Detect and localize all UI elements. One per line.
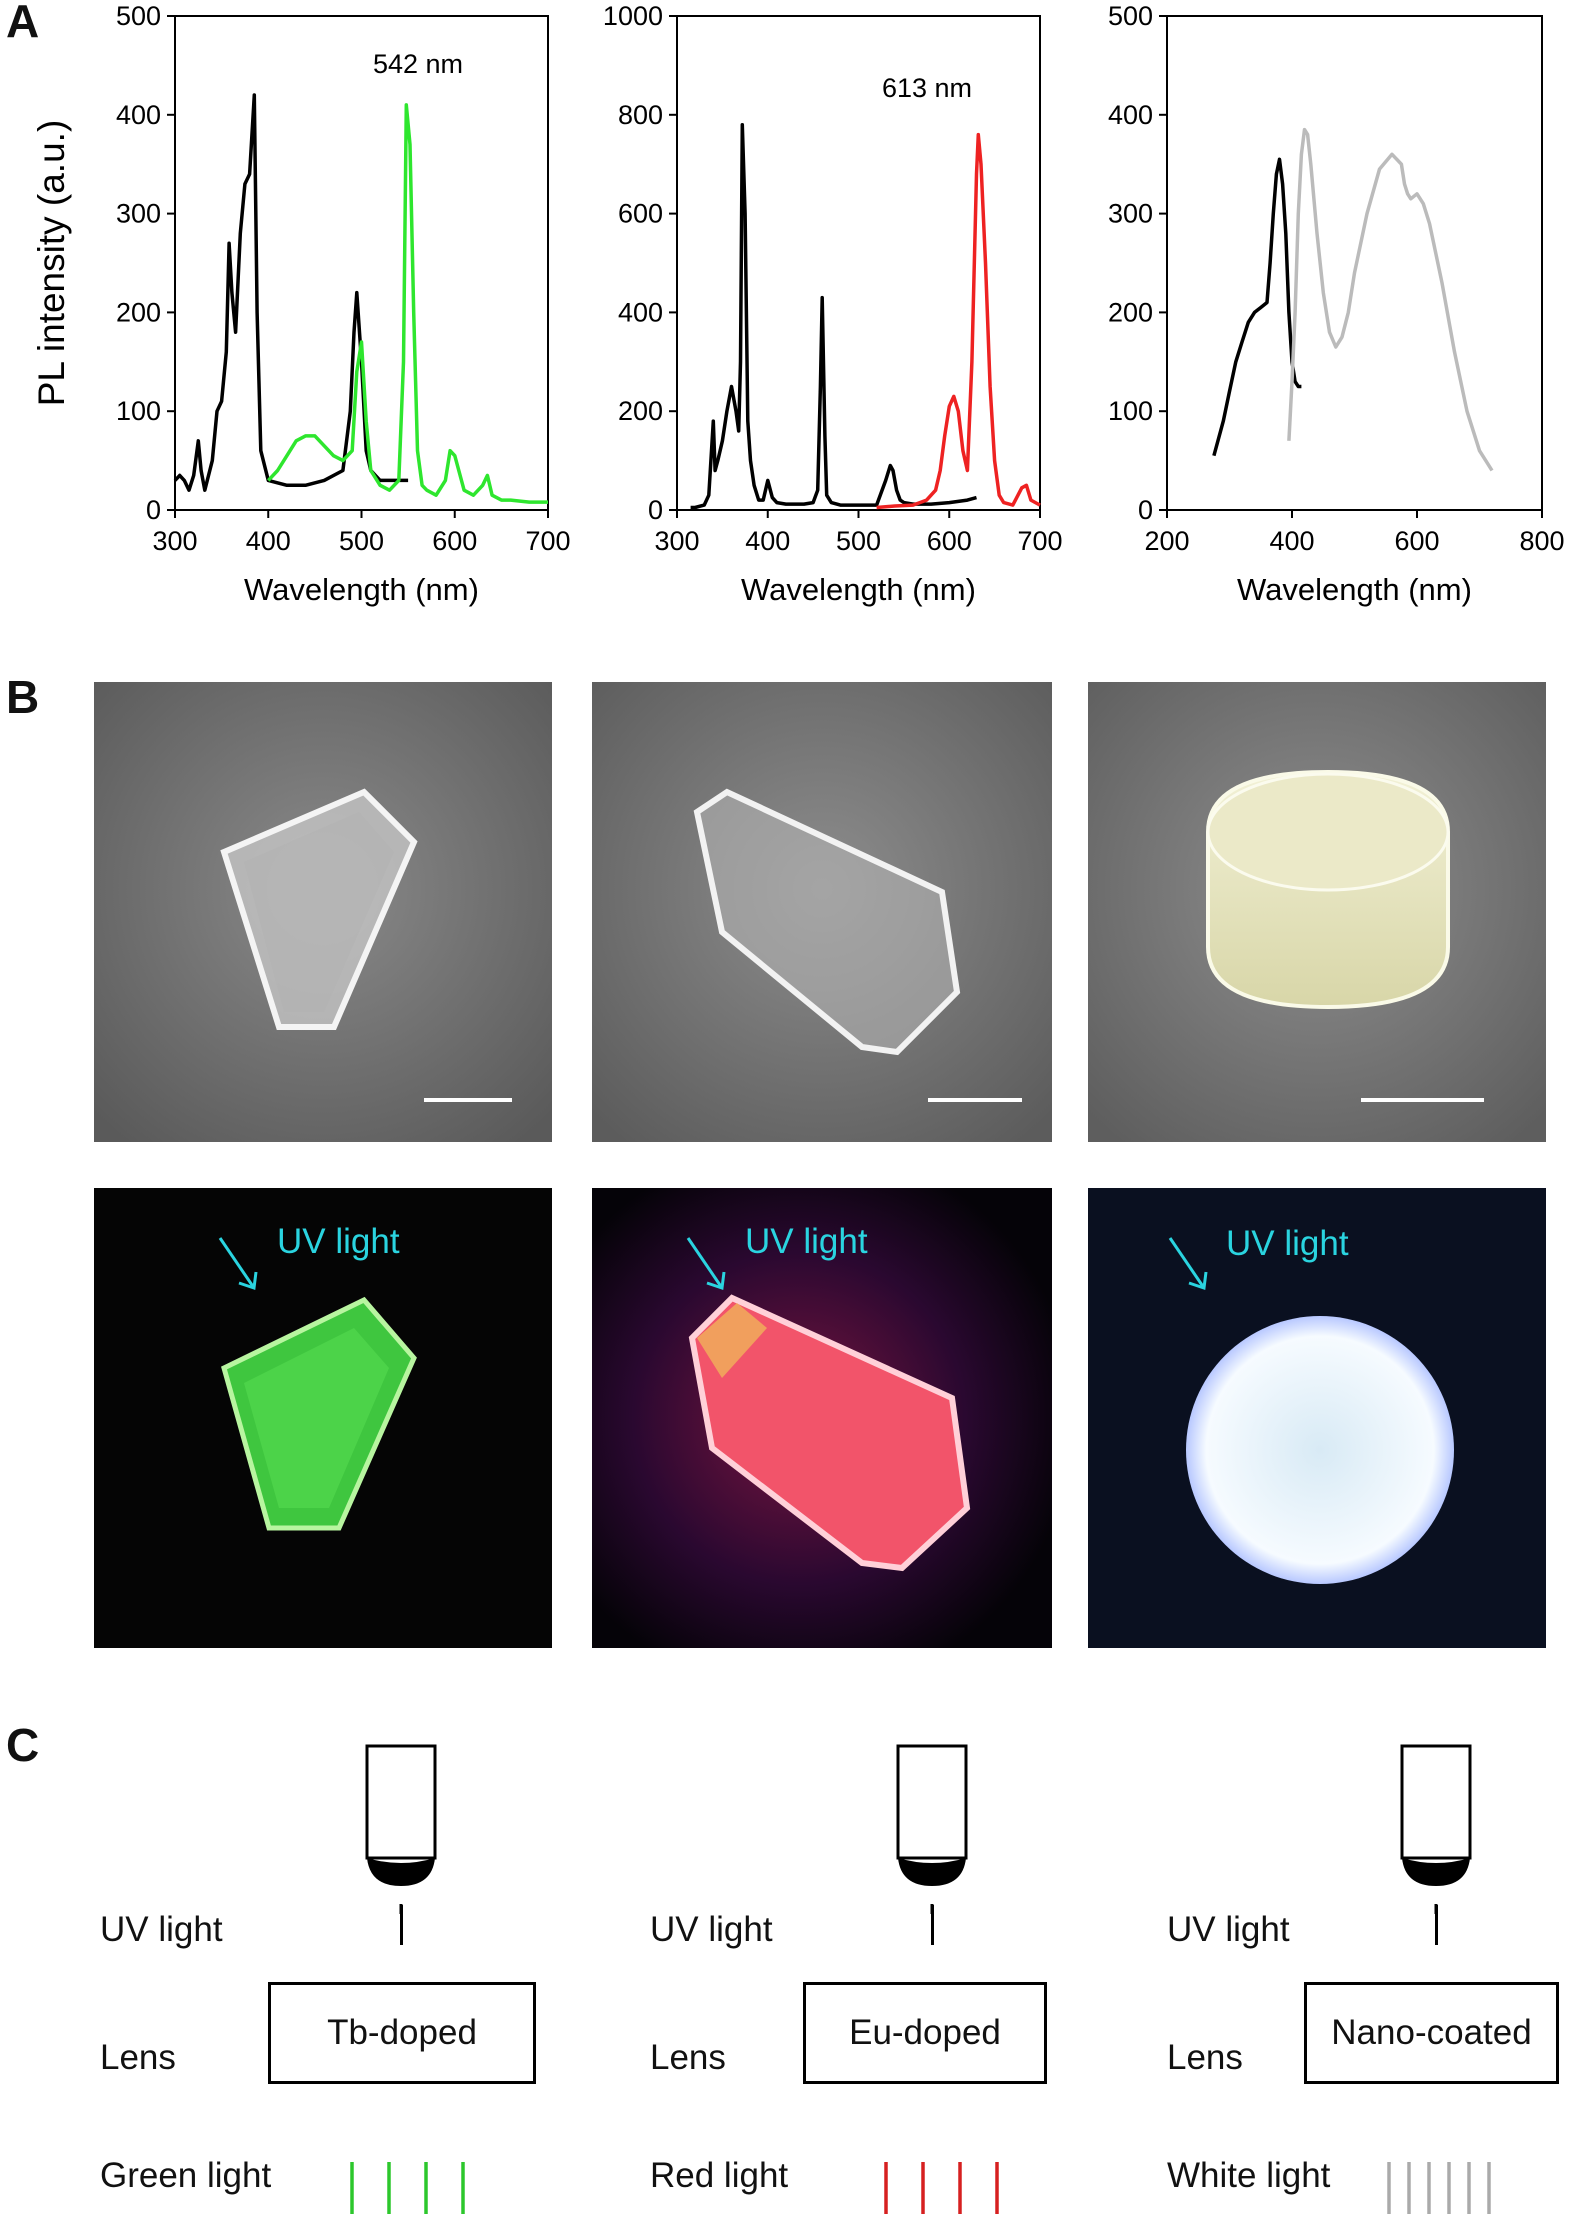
photo-eu-crystal-uv bbox=[592, 1188, 1052, 1648]
x-tick-label: 800 bbox=[1519, 526, 1564, 556]
lens-row-label: Lens bbox=[100, 2038, 176, 2077]
plot-frame bbox=[1166, 15, 1543, 511]
arrow-icon bbox=[686, 1237, 724, 1289]
series-line-1 bbox=[690, 122, 977, 510]
y-tick-label: 0 bbox=[1138, 495, 1153, 525]
lens-box-nano: Nano-coated bbox=[1304, 1982, 1559, 2084]
peak-annotation: 613 nm bbox=[882, 73, 972, 103]
x-tick-label: 400 bbox=[246, 526, 291, 556]
y-tick-label: 200 bbox=[618, 396, 663, 426]
x-axis-label: Wavelength (nm) bbox=[1237, 572, 1472, 607]
lens-row-label: Lens bbox=[1167, 2038, 1243, 2077]
x-tick-label: 400 bbox=[1269, 526, 1314, 556]
uv-light-label-3: UV light bbox=[1226, 1224, 1349, 1263]
y-tick-label: 100 bbox=[116, 396, 161, 426]
photo-tb-crystal-daylight bbox=[94, 682, 552, 1142]
y-tick-label: 200 bbox=[116, 297, 161, 327]
x-tick-label: 200 bbox=[1144, 526, 1189, 556]
y-tick-label: 800 bbox=[618, 100, 663, 130]
arrow-icon bbox=[1168, 1237, 1206, 1289]
lens-schematic: UV light Lens Tb-doped Green light UV li… bbox=[0, 1720, 1575, 2214]
output-light-label-white: White light bbox=[1167, 2156, 1331, 2195]
uv-beam bbox=[931, 1905, 934, 1945]
lens-box-eu: Eu-doped bbox=[803, 1982, 1047, 2084]
photo-tb-crystal-uv bbox=[94, 1188, 552, 1648]
peak-annotation: 542 nm bbox=[373, 49, 463, 79]
x-tick-label: 300 bbox=[654, 526, 699, 556]
uv-light-row-label: UV light bbox=[100, 1910, 223, 1949]
x-tick-label: 400 bbox=[745, 526, 790, 556]
panel-letter-a: A bbox=[6, 0, 40, 47]
x-tick-label: 700 bbox=[1017, 526, 1062, 556]
x-tick-label: 700 bbox=[525, 526, 570, 556]
series-line-2 bbox=[1287, 127, 1494, 472]
y-tick-label: 300 bbox=[116, 199, 161, 229]
y-tick-label: 400 bbox=[1108, 100, 1153, 130]
x-axis-label: Wavelength (nm) bbox=[741, 572, 976, 607]
series-line-1 bbox=[173, 93, 409, 492]
y-tick-label: 0 bbox=[648, 495, 663, 525]
panel-letter-c: C bbox=[6, 1719, 40, 1771]
uv-light-label-1: UV light bbox=[277, 1222, 400, 1261]
chart-2: 300 400 500 600 700 0 200 400 600 800 1000 Waveleng… bbox=[603, 1, 1063, 607]
output-rays-white bbox=[1387, 2162, 1491, 2214]
uv-lamp-icon bbox=[365, 1744, 437, 1914]
photo-nano-lens-uv bbox=[1088, 1188, 1546, 1648]
lens-row-label: Lens bbox=[650, 2038, 726, 2077]
y-tick-label: 400 bbox=[618, 297, 663, 327]
x-tick-label: 500 bbox=[339, 526, 384, 556]
series-line-2 bbox=[876, 132, 1041, 510]
output-light-label-green: Green light bbox=[100, 2156, 272, 2195]
crystal-glow-red bbox=[688, 1294, 971, 1572]
photo-nano-lens-daylight bbox=[1088, 682, 1546, 1142]
uv-lamp-icon bbox=[896, 1744, 968, 1914]
photo-eu-crystal-daylight bbox=[592, 682, 1052, 1142]
chart-3: 200 400 600 800 0 100 200 300 400 500 Wavelength (… bbox=[1108, 1, 1565, 607]
x-tick-label: 600 bbox=[432, 526, 477, 556]
y-tick-label: 0 bbox=[146, 495, 161, 525]
x-tick-label: 500 bbox=[836, 526, 881, 556]
x-tick-label: 600 bbox=[1394, 526, 1439, 556]
y-tick-label: 400 bbox=[116, 100, 161, 130]
uv-beam bbox=[1435, 1905, 1438, 1945]
uv-light-row-label: UV light bbox=[1167, 1910, 1290, 1949]
y-tick-label: 500 bbox=[1108, 1, 1153, 31]
series-line-1 bbox=[1212, 157, 1302, 457]
x-axis-label: Wavelength (nm) bbox=[244, 572, 479, 607]
output-light-label-red: Red light bbox=[650, 2156, 789, 2195]
y-tick-label: 100 bbox=[1108, 396, 1153, 426]
x-tick-label: 600 bbox=[927, 526, 972, 556]
arrow-icon bbox=[218, 1237, 256, 1289]
output-rays-green bbox=[350, 2162, 465, 2214]
lens-glow-white bbox=[1186, 1316, 1454, 1584]
y-tick-label: 500 bbox=[116, 1, 161, 31]
panel-letter-b: B bbox=[6, 671, 40, 723]
uv-lamp-icon bbox=[1400, 1744, 1472, 1914]
y-tick-label: 300 bbox=[1108, 199, 1153, 229]
uv-light-row-label: UV light bbox=[650, 1910, 773, 1949]
chart-1: 300 400 500 600 700 0 100 200 300 400 500 Wavelengt… bbox=[31, 1, 571, 607]
y-tick-label: 200 bbox=[1108, 297, 1153, 327]
uv-light-label-2: UV light bbox=[745, 1222, 868, 1261]
spectra-charts: 300 400 500 600 700 0 100 200 300 400 500 Wavelengt… bbox=[31, 1, 1565, 607]
output-rays-red bbox=[884, 2162, 999, 2214]
series-line-2 bbox=[267, 103, 548, 504]
crystal-shape bbox=[693, 788, 961, 1056]
y-axis-label: PL intensity (a.u.) bbox=[31, 120, 72, 407]
lens-box-tb: Tb-doped bbox=[268, 1982, 536, 2084]
y-tick-label: 600 bbox=[618, 199, 663, 229]
x-tick-label: 300 bbox=[152, 526, 197, 556]
y-tick-label: 1000 bbox=[603, 1, 663, 31]
uv-beam bbox=[400, 1905, 403, 1945]
